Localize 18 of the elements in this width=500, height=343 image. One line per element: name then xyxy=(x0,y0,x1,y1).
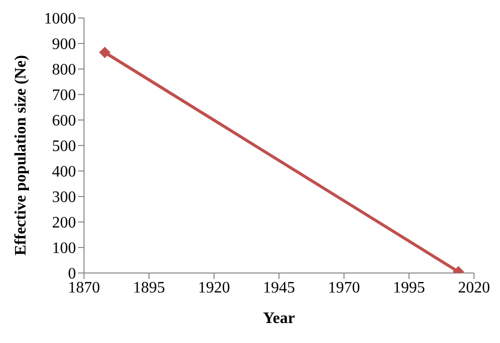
x-axis-title: Year xyxy=(263,310,295,327)
x-tick-label: 1920 xyxy=(198,279,230,296)
x-tick-label: 1970 xyxy=(328,279,360,296)
y-tick-label: 600 xyxy=(52,112,76,130)
y-tick-label: 800 xyxy=(52,62,76,79)
y-tick-label: 500 xyxy=(52,138,76,156)
y-axis-title: Effective population size (Ne) xyxy=(12,55,30,256)
y-tick-label: 400 xyxy=(52,164,76,181)
y-tick-label: 200 xyxy=(52,214,76,232)
y-tick-label: 1000 xyxy=(44,10,76,28)
y-tick-label: 900 xyxy=(52,36,76,54)
x-tick-label: 1895 xyxy=(133,279,165,296)
y-tick-label: 100 xyxy=(52,240,76,258)
y-tick-label: 300 xyxy=(52,189,76,206)
y-tick-label: 700 xyxy=(52,87,76,104)
x-tick-label: 1945 xyxy=(263,279,295,296)
x-tick-label: 2020 xyxy=(458,279,490,296)
x-tick-label: 1995 xyxy=(393,279,425,296)
